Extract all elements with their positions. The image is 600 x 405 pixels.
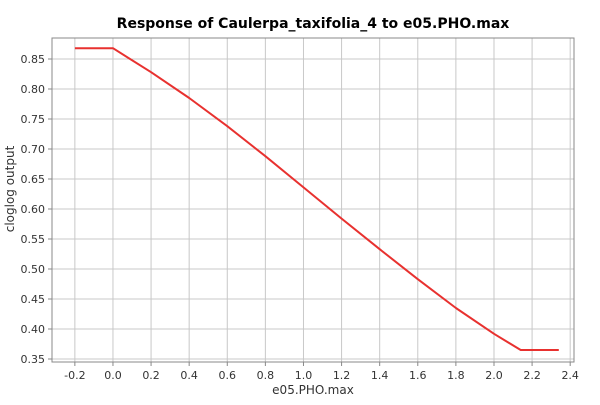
plot-area (51, 37, 575, 363)
x-tick-label: 2.2 (523, 369, 541, 382)
y-tick-label: 0.50 (21, 263, 46, 276)
y-tick-label: 0.75 (21, 113, 46, 126)
y-tick-label: 0.65 (21, 173, 46, 186)
x-tick-label: 0.2 (142, 369, 160, 382)
y-tick-label: 0.55 (21, 233, 46, 246)
x-tick-label: 1.4 (371, 369, 389, 382)
y-tick-label: 0.80 (21, 83, 46, 96)
y-tick-label: 0.35 (21, 353, 46, 366)
series-line (74, 47, 559, 351)
x-tick-label: 0.8 (257, 369, 275, 382)
x-tick-label: -0.2 (64, 369, 85, 382)
series-layer (74, 47, 559, 351)
y-tick-label: 0.40 (21, 323, 46, 336)
x-tick-label: 2.4 (561, 369, 579, 382)
y-axis-label: cloglog output (3, 145, 17, 232)
x-tick-label: 0.6 (219, 369, 237, 382)
y-tick-label: 0.60 (21, 203, 46, 216)
x-tick-label: 1.2 (333, 369, 351, 382)
x-tick-label: 0.0 (104, 369, 122, 382)
x-tick-label: 1.0 (295, 369, 313, 382)
x-axis-label: e05.PHO.max (272, 383, 354, 397)
x-tick-label: 1.8 (447, 369, 465, 382)
y-tick-label: 0.85 (21, 53, 46, 66)
y-tick-label: 0.70 (21, 143, 46, 156)
grid (52, 38, 574, 362)
y-tick-label: 0.45 (21, 293, 46, 306)
x-tick-label: 2.0 (485, 369, 503, 382)
chart-title: Response of Caulerpa_taxifolia_4 to e05.… (117, 16, 510, 32)
x-tick-label: 0.4 (180, 369, 198, 382)
x-tick-label: 1.6 (409, 369, 427, 382)
axis-ticks: -0.2 0.0 0.2 0.4 0.6 0.8 1.0 1.2 1.4 1.6 1.8 2.0 2.2… (21, 53, 579, 382)
